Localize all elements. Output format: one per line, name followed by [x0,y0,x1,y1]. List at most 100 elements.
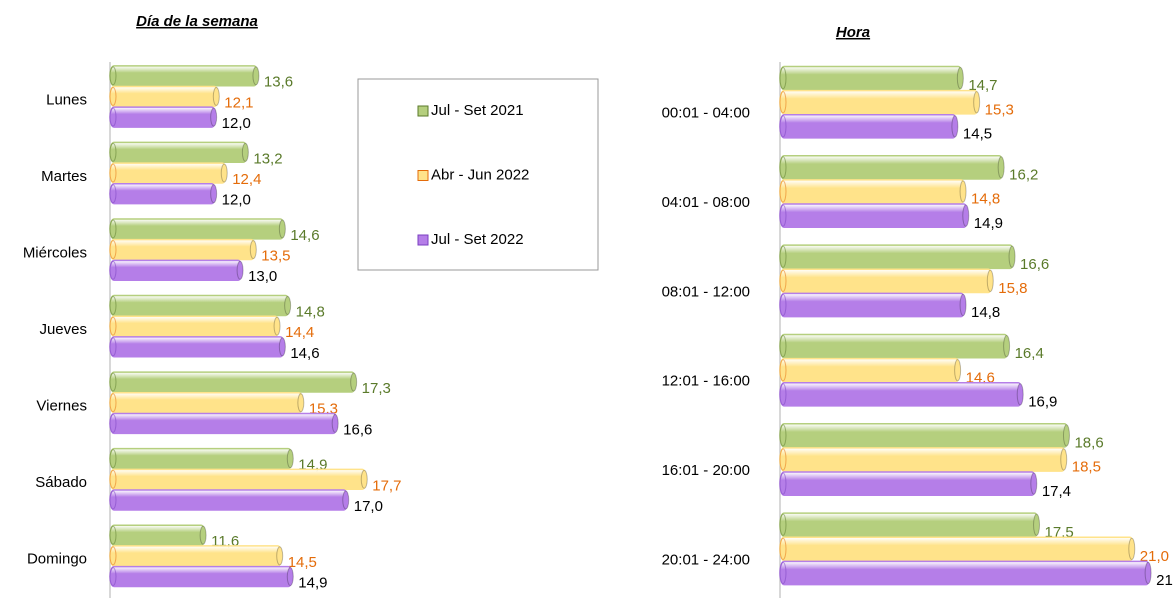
bar-cap [109,469,117,489]
bar-cap [779,513,787,536]
bar-end [278,337,286,357]
bar [109,218,286,240]
category-label: Lunes [46,91,87,108]
bar [109,468,367,491]
value-label: 13,2 [253,150,282,167]
bar-end [278,219,286,239]
bar [779,292,966,318]
bar [779,536,1135,562]
category-label: Martes [41,168,87,185]
bar-end [236,260,244,280]
legend-label: Jul - Set 2022 [431,231,524,248]
bar-cap [109,66,117,86]
bar [779,423,1070,448]
bar-end [956,66,964,90]
value-label: 14,6 [290,227,319,244]
chart-title: Hora [836,24,870,41]
bar-cap [109,337,117,357]
bar [109,85,220,108]
bar-end [212,87,220,106]
value-label: 16,6 [1020,256,1049,273]
bar-end [249,240,257,260]
bar-cap [779,334,787,358]
bar-end [951,115,959,138]
bar-end [1033,513,1041,536]
bar-cap [109,163,117,183]
bar [779,381,1023,407]
bar-cap [779,424,787,447]
bar-cap [779,180,787,203]
bar-cap [109,219,117,239]
category-label: 04:01 - 08:00 [662,194,750,211]
bar-cap [779,91,787,114]
bar-cap [779,269,787,292]
bar-cap [109,184,117,204]
bar-end [1060,448,1068,471]
bar [779,560,1151,586]
bar [779,155,1004,180]
category-label: Viernes [36,398,87,415]
category-label: Domingo [27,551,87,568]
bar [779,268,994,294]
value-label: 14,8 [971,304,1000,321]
value-label: 14,8 [296,303,325,320]
category-label: Sábado [35,474,87,491]
bar-cap [109,393,117,413]
bar-cap [109,240,117,260]
bar-end [973,91,981,114]
legend-swatch [417,105,429,117]
legend-swatch [417,170,429,181]
bar-end [286,449,294,469]
bar-end [199,525,207,545]
value-label: 15,8 [998,280,1027,297]
bar-end [342,490,350,510]
bar [779,89,980,115]
bar [109,447,294,470]
bar-cap [779,204,787,227]
bar-cap [109,546,117,566]
bar-end [252,66,260,86]
bar [109,65,259,87]
bar-end [1144,561,1152,585]
value-label: 16,9 [1028,393,1057,410]
bar-end [986,269,994,292]
bar-cap [779,537,787,560]
category-label: Jueves [39,321,87,338]
bar [779,65,964,91]
value-label: 21,6 [1156,572,1173,589]
value-label: 12,0 [222,192,251,209]
value-label: 14,4 [285,324,314,341]
value-label: 14,5 [963,125,992,142]
bar-cap [779,245,787,268]
bar [109,106,217,128]
bar [109,238,257,261]
bar-end [286,567,294,587]
value-label: 13,0 [248,268,277,285]
bar [109,315,280,337]
category-label: Miércoles [23,244,87,261]
bar-end [210,107,218,127]
bar-end [297,393,305,413]
bar-cap [109,567,117,587]
bar [109,545,283,567]
bar [109,489,349,511]
bar-cap [779,359,787,382]
value-label: 14,5 [288,554,317,571]
bar-cap [109,260,117,280]
bar [109,294,291,317]
legend-label: Jul - Set 2021 [431,102,524,119]
category-label: 00:01 - 04:00 [662,105,750,122]
bar-cap [779,156,787,179]
bar-end [273,316,281,336]
bar-cap [109,525,117,545]
bar [779,447,1067,472]
bar-end [1062,424,1070,447]
value-label: 15,3 [985,101,1014,118]
value-label: 17,0 [354,498,383,515]
value-label: 17,3 [362,380,391,397]
bar [779,512,1040,538]
value-label: 14,6 [290,345,319,362]
bar [109,392,304,414]
bar-cap [109,372,117,392]
